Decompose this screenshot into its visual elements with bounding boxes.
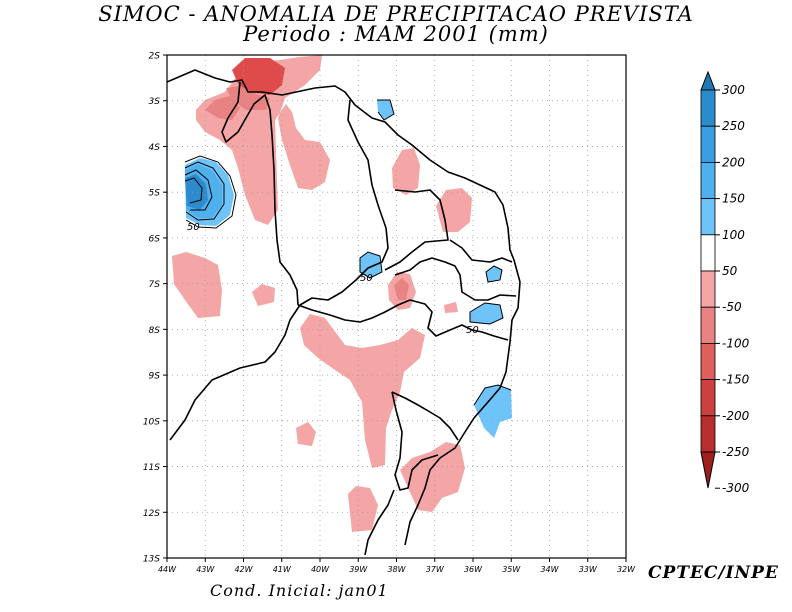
lon-label: 38W <box>387 565 406 574</box>
pos-anomaly-east <box>470 303 503 324</box>
border-pb-pe <box>394 257 517 301</box>
contour-label: 50 <box>466 325 479 336</box>
contour-center <box>359 251 383 279</box>
colorbar-segment <box>700 198 716 236</box>
colorbar-label: -150 <box>722 373 750 387</box>
lat-label: 10S <box>143 417 160 427</box>
lon-label: 34W <box>540 565 559 574</box>
latitude-labels: 2S 3S 4S 5S 6S 7S 8S 9S 10S 11S 12S 13S <box>143 52 167 565</box>
neg-anomaly-far-south <box>348 486 378 532</box>
coastline <box>167 69 521 546</box>
neg-anomaly-south-west-small <box>296 422 316 446</box>
colorbar-label: 200 <box>722 155 745 169</box>
colorbar-label: 50 <box>722 264 738 278</box>
colorbar-arrow-bottom <box>700 451 716 489</box>
colorbar-segment <box>700 89 716 127</box>
map-subtitle: Periodo : MAM 2001 (mm) <box>243 22 549 46</box>
colorbar-label: 250 <box>722 119 745 133</box>
lat-label: 8S <box>149 326 161 336</box>
contour-east-small <box>485 265 503 283</box>
colorbar-segment <box>700 379 716 417</box>
colorbar-segment <box>700 161 716 199</box>
lat-label: 9S <box>149 372 161 382</box>
colorbar-segment <box>700 342 716 380</box>
contour-west-2 <box>184 161 225 221</box>
neg-anomaly-south-east <box>400 442 465 512</box>
anomaly-patches <box>172 55 512 532</box>
lon-label: 36W <box>464 565 483 574</box>
neg-anomaly-north-center <box>392 148 420 195</box>
contour-label: 50 <box>360 273 373 284</box>
neg-anomaly-pe-small <box>444 302 458 313</box>
borders <box>167 69 521 556</box>
border-pe-al <box>297 299 509 341</box>
border-maranhao-piaui <box>221 81 299 306</box>
lon-label: 41W <box>273 565 292 574</box>
lat-label: 13S <box>143 555 160 565</box>
border-south <box>364 489 395 556</box>
map-title: SIMOC - ANOMALIA DE PRECIPITACAO PREVIST… <box>98 2 694 26</box>
pos-anomaly-north-coast <box>377 100 394 120</box>
lat-label: 5S <box>149 189 161 199</box>
contour-east <box>469 302 504 325</box>
pos-anomaly-east-small <box>486 266 502 282</box>
colorbar-segment <box>700 234 716 272</box>
colorbar-label: 100 <box>722 228 745 242</box>
lon-label: 43W <box>196 565 215 574</box>
lon-label: 42W <box>234 565 253 574</box>
colorbar-arrow-top <box>700 70 716 91</box>
contour-label-group: 50 50 50 50 <box>187 222 479 336</box>
colorbar-segment <box>700 125 716 163</box>
colorbar-label: -100 <box>722 336 750 350</box>
pos-anomaly-west-core <box>185 174 208 210</box>
colorbar-label: -300 <box>722 481 750 495</box>
border-sergipe <box>391 391 459 441</box>
colorbar-label: -50 <box>722 300 742 314</box>
colorbar-segment <box>700 270 716 308</box>
lat-label: 6S <box>149 234 161 244</box>
neg-anomaly-coast-ring <box>226 86 270 110</box>
lat-label: 3S <box>149 97 161 107</box>
initial-condition: Cond. Inicial: jan01 <box>210 581 389 600</box>
neg-anomaly-small-1 <box>252 284 275 306</box>
contour-southeast <box>473 384 512 406</box>
border-bahia-east <box>391 391 439 491</box>
border-piaui-ceara <box>299 99 389 306</box>
pos-anomaly-southeast <box>474 385 512 438</box>
colorbar: 300 250 200 150 100 50 -50 -100 -150 -200 -250 -300 <box>700 70 750 495</box>
lat-label: 2S <box>149 52 161 62</box>
lon-label: 32W <box>617 565 636 574</box>
contour-label: 50 <box>187 222 200 233</box>
colorbar-label: 300 <box>722 83 745 97</box>
neg-anomaly-south-band <box>300 314 425 468</box>
contour-north-coast <box>377 99 395 121</box>
colorbar-label: -200 <box>722 409 750 423</box>
lat-label: 7S <box>149 280 161 290</box>
lon-label: 37W <box>426 565 445 574</box>
neg-anomaly-west-edge <box>172 252 222 318</box>
contour-west-outer <box>184 155 237 229</box>
lat-label: 11S <box>143 463 160 473</box>
colorbar-segment <box>700 306 716 344</box>
contour-west-3 <box>184 169 213 211</box>
lon-label: 39W <box>349 565 368 574</box>
credit-label: CPTEC/INPE <box>648 563 779 583</box>
lon-label: 44W <box>158 565 177 574</box>
longitude-labels: 44W 43W 42W 41W 40W 39W 38W 37W 36W 35W 34W 33W 32W <box>158 558 636 574</box>
lon-label: 35W <box>502 565 521 574</box>
lat-label: 12S <box>143 509 160 519</box>
border-ceara-rn <box>384 189 449 271</box>
contour-west-4 <box>184 177 203 204</box>
contours <box>184 99 512 406</box>
border-rn-pb <box>449 239 513 263</box>
neg-anomaly-ceara <box>436 188 472 232</box>
colorbar-label: 150 <box>722 192 745 206</box>
colorbar-label: -250 <box>722 445 750 459</box>
lon-label: 33W <box>579 565 598 574</box>
colorbar-segment <box>700 415 716 453</box>
border-bahia-north <box>169 304 301 441</box>
lon-label: 40W <box>311 565 330 574</box>
lat-label: 4S <box>149 143 161 153</box>
